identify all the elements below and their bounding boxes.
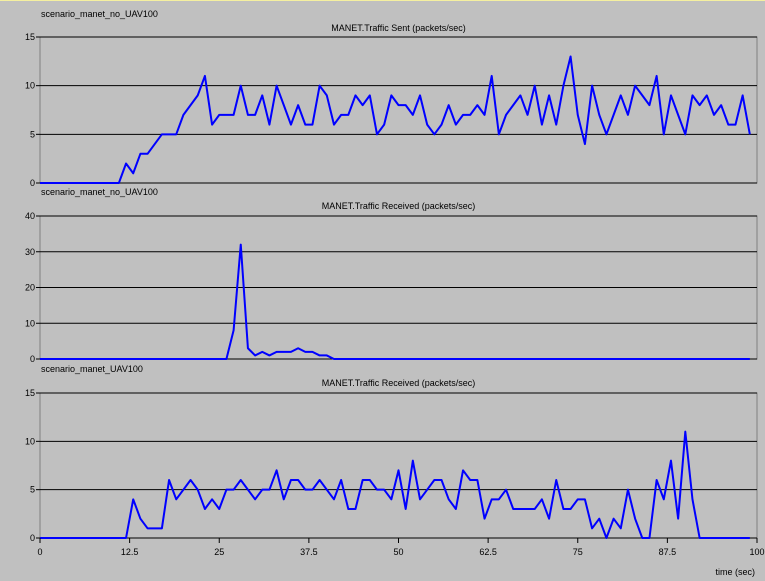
y-tick-label: 5 bbox=[30, 485, 35, 495]
x-tick-label: 62.5 bbox=[479, 547, 497, 557]
y-tick-label: 10 bbox=[25, 81, 35, 91]
x-tick-label: 75 bbox=[573, 547, 583, 557]
y-tick-label: 20 bbox=[25, 283, 35, 293]
series-line-1 bbox=[40, 55, 751, 184]
x-tick-label: 100 bbox=[749, 547, 764, 557]
y-tick-label: 0 bbox=[30, 533, 35, 543]
x-tick-label: 37.5 bbox=[300, 547, 318, 557]
plot-area-3 bbox=[39, 392, 758, 539]
y-tick-label: 40 bbox=[25, 211, 35, 221]
x-tick-label: 25 bbox=[214, 547, 224, 557]
y-tick-label: 15 bbox=[25, 388, 35, 398]
x-tick-label: 12.5 bbox=[121, 547, 139, 557]
x-tick-label: 0 bbox=[37, 547, 42, 557]
y-tick-label: 10 bbox=[25, 318, 35, 328]
chart-title: MANET.Traffic Sent (packets/sec) bbox=[331, 23, 466, 33]
y-tick-label: 10 bbox=[25, 436, 35, 446]
x-tick-label: 50 bbox=[393, 547, 403, 557]
y-tick-label: 0 bbox=[30, 354, 35, 364]
x-tick-label: 87.5 bbox=[659, 547, 677, 557]
scenario-label: scenario_manet_UAV100 bbox=[41, 364, 143, 374]
x-axis-label: time (sec) bbox=[715, 567, 755, 577]
series-line-2 bbox=[40, 243, 750, 360]
y-tick-label: 5 bbox=[30, 129, 35, 139]
y-tick-label: 30 bbox=[25, 247, 35, 257]
plot-area-1 bbox=[39, 36, 758, 184]
chart-title: MANET.Traffic Received (packets/sec) bbox=[322, 378, 476, 388]
scenario-label: scenario_manet_no_UAV100 bbox=[41, 9, 158, 19]
y-tick-label: 15 bbox=[25, 32, 35, 42]
chart-title: MANET.Traffic Received (packets/sec) bbox=[322, 201, 476, 211]
y-tick-label: 0 bbox=[30, 178, 35, 188]
scenario-label: scenario_manet_no_UAV100 bbox=[41, 187, 158, 197]
series-line-3 bbox=[40, 430, 750, 539]
